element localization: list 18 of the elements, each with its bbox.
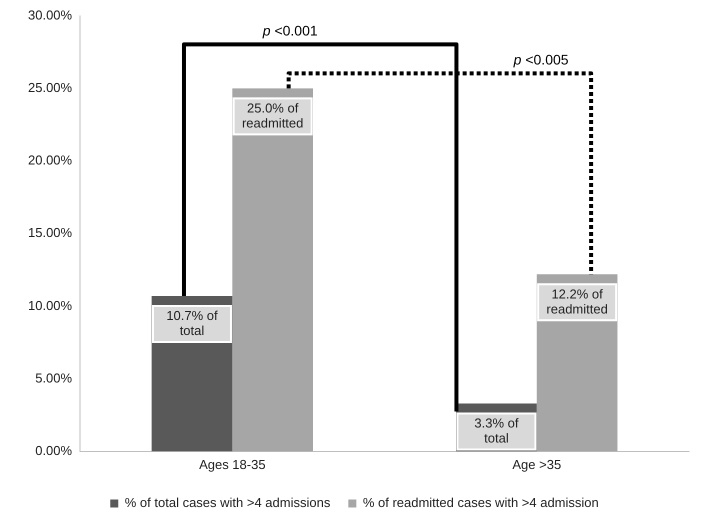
legend-label: % of total cases with >4 admissions <box>124 495 331 510</box>
data-label: 3.3% of total <box>474 416 519 446</box>
y-tick-label: 5.00% <box>35 370 73 386</box>
bar <box>232 88 313 452</box>
y-tick-label: 10.00% <box>28 298 73 313</box>
data-label: 12.2% of readmitted <box>546 286 608 316</box>
y-tick-label: 30.00% <box>28 7 73 22</box>
y-tick-label: 15.00% <box>28 225 73 240</box>
legend-label: % of readmitted cases with >4 admission <box>362 495 599 510</box>
data-label: 25.0% of readmitted <box>242 100 304 130</box>
y-tick-label: 25.00% <box>28 80 73 95</box>
data-label: 10.7% of total <box>166 308 218 338</box>
x-tick-label: Age >35 <box>512 456 562 472</box>
y-tick-label: 20.00% <box>28 152 73 168</box>
annotation: p <0.005 <box>512 51 569 68</box>
annotation: p <0.001 <box>262 22 318 38</box>
x-tick-label: Ages 18-35 <box>199 456 266 472</box>
y-tick-label: 0.00% <box>35 442 73 458</box>
